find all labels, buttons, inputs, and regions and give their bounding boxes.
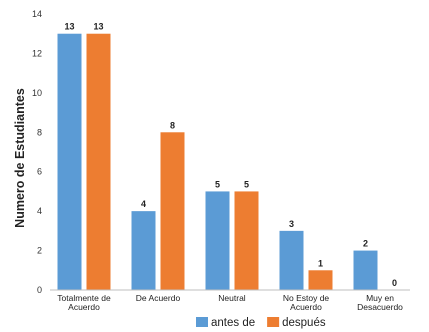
legend-label: antes de bbox=[211, 317, 255, 329]
data-label: 3 bbox=[289, 219, 294, 229]
data-label: 13 bbox=[93, 22, 103, 32]
bar bbox=[57, 33, 82, 290]
legend-swatch bbox=[196, 317, 208, 327]
bar bbox=[205, 191, 230, 290]
legend: antes de después bbox=[196, 317, 326, 329]
category-label: Desacuerdo bbox=[357, 302, 403, 312]
y-tick-label: 0 bbox=[37, 285, 42, 295]
y-tick-label: 8 bbox=[37, 127, 42, 137]
y-axis-label-group: Numero de Estudiantes bbox=[13, 88, 27, 228]
data-label: 2 bbox=[363, 239, 368, 249]
category-label: Acuerdo bbox=[290, 302, 322, 312]
y-tick-label: 12 bbox=[32, 48, 42, 58]
category-label: No Estoy de bbox=[283, 293, 330, 303]
bar bbox=[234, 191, 259, 290]
bar bbox=[160, 132, 185, 290]
y-tick-label: 6 bbox=[37, 167, 42, 177]
data-label: 4 bbox=[141, 199, 146, 209]
y-axis-label: Numero de Estudiantes bbox=[13, 88, 27, 228]
legend-swatch bbox=[267, 317, 280, 327]
category-label: Neutral bbox=[218, 293, 246, 303]
category-label: De Acuerdo bbox=[136, 293, 181, 303]
y-axis-ticks: 0 2 4 6 8 10 12 14 bbox=[32, 9, 42, 295]
data-label: 5 bbox=[215, 179, 220, 189]
bar bbox=[308, 270, 333, 290]
data-label: 0 bbox=[392, 278, 397, 288]
data-label: 5 bbox=[244, 179, 249, 189]
bar bbox=[131, 211, 156, 290]
data-label: 1 bbox=[318, 258, 323, 268]
legend-label: después bbox=[282, 317, 326, 329]
category-label: Muy en bbox=[366, 293, 394, 303]
bar bbox=[353, 250, 378, 290]
category-label: Acuerdo bbox=[68, 302, 100, 312]
y-tick-label: 2 bbox=[37, 246, 42, 256]
bar bbox=[279, 230, 304, 290]
data-labels: 13 13 4 8 5 5 3 1 2 0 bbox=[64, 22, 397, 288]
y-tick-label: 4 bbox=[37, 206, 42, 216]
y-tick-label: 14 bbox=[32, 9, 42, 19]
bar bbox=[86, 33, 111, 290]
data-label: 8 bbox=[170, 120, 175, 130]
data-label: 13 bbox=[64, 22, 74, 32]
bars bbox=[57, 33, 378, 290]
y-tick-label: 10 bbox=[32, 88, 42, 98]
category-label: Totalmente de bbox=[57, 293, 111, 303]
